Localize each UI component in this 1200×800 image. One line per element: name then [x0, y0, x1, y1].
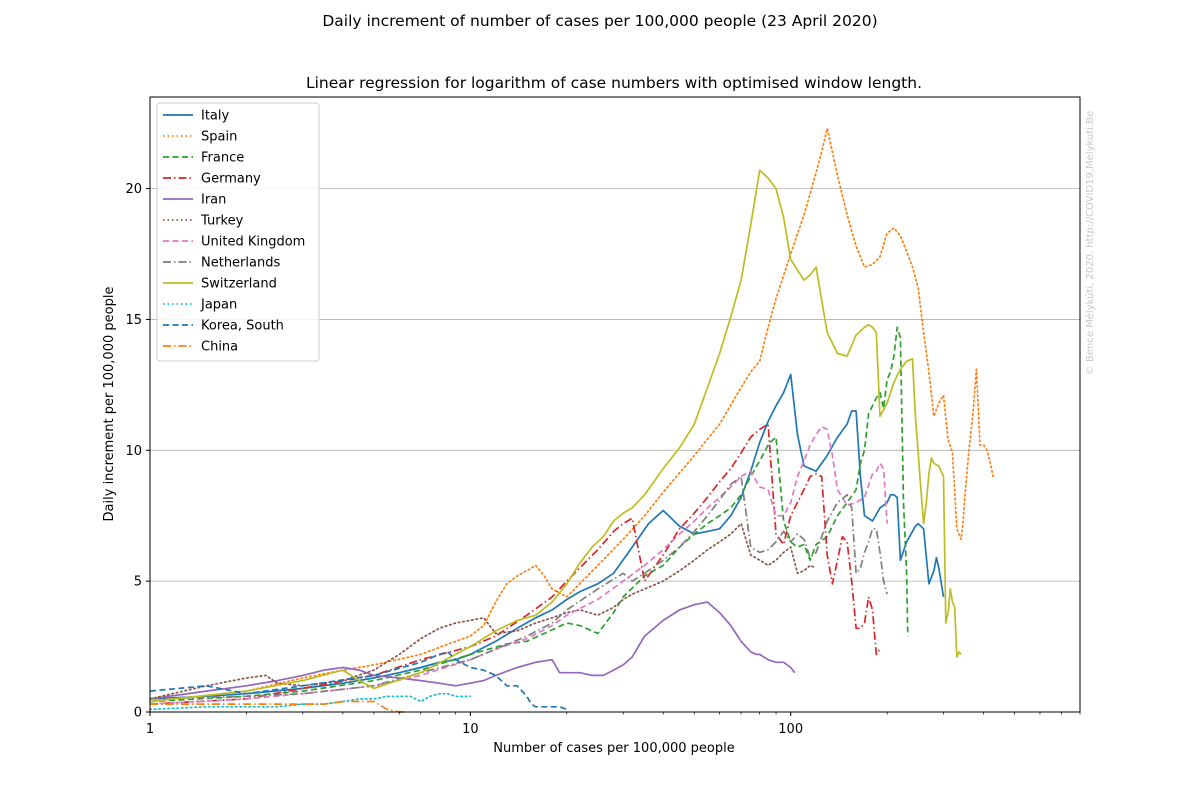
- legend-label: Germany: [201, 172, 261, 187]
- series-line-netherlands: [149, 475, 888, 700]
- series-line-united-kingdom: [149, 425, 888, 705]
- legend-label: Switzerland: [201, 277, 277, 292]
- series-line-spain: [149, 127, 995, 703]
- series-line-korea-south: [149, 650, 568, 711]
- legend-label: United Kingdom: [201, 235, 305, 250]
- series-line-germany: [149, 423, 881, 705]
- y-axis-label: Daily increment per 100,000 people: [102, 287, 117, 522]
- legend-label: Italy: [201, 109, 230, 124]
- copyright-watermark: © Bence Mélykúti, 2020. http://COVID19.M…: [1084, 111, 1096, 375]
- legend-label: Iran: [201, 193, 226, 208]
- y-tick-label: 5: [134, 575, 142, 590]
- axis-ticks: 0 5 10 15 20 1 10 100: [125, 182, 1081, 737]
- y-tick-label: 10: [125, 444, 142, 459]
- legend-label: Japan: [200, 298, 237, 313]
- series-line-italy: [149, 373, 945, 700]
- series-line-france: [149, 326, 909, 703]
- series-line-japan: [149, 692, 472, 711]
- axes-frame: [149, 96, 1081, 713]
- x-tick-label: 100: [778, 722, 803, 737]
- x-tick-label: 1: [146, 722, 154, 737]
- series-line-iran: [149, 601, 796, 700]
- series-layer: [149, 127, 995, 713]
- legend-label: Spain: [201, 130, 237, 145]
- legend-label: Turkey: [200, 214, 244, 229]
- legend: Italy Spain France Germany Iran Turkey United …: [156, 102, 320, 362]
- series-line-china: [150, 700, 407, 713]
- y-tick-label: 20: [125, 182, 142, 197]
- legend-label: Korea, South: [201, 319, 284, 334]
- x-axis-label: Number of cases per 100,000 people: [493, 741, 735, 756]
- legend-label: France: [201, 151, 244, 166]
- series-line-turkey: [149, 522, 817, 700]
- legend-label: Netherlands: [201, 256, 280, 271]
- y-tick-label: 0: [134, 706, 142, 721]
- axes-title: Linear regression for logarithm of case …: [306, 74, 922, 92]
- y-tick-label: 15: [125, 313, 142, 328]
- legend-box: [156, 102, 320, 362]
- x-tick-label: 10: [462, 722, 479, 737]
- legend-label: China: [201, 340, 238, 355]
- series-line-switzerland: [149, 169, 962, 703]
- figure-suptitle: Daily increment of number of cases per 1…: [322, 12, 878, 30]
